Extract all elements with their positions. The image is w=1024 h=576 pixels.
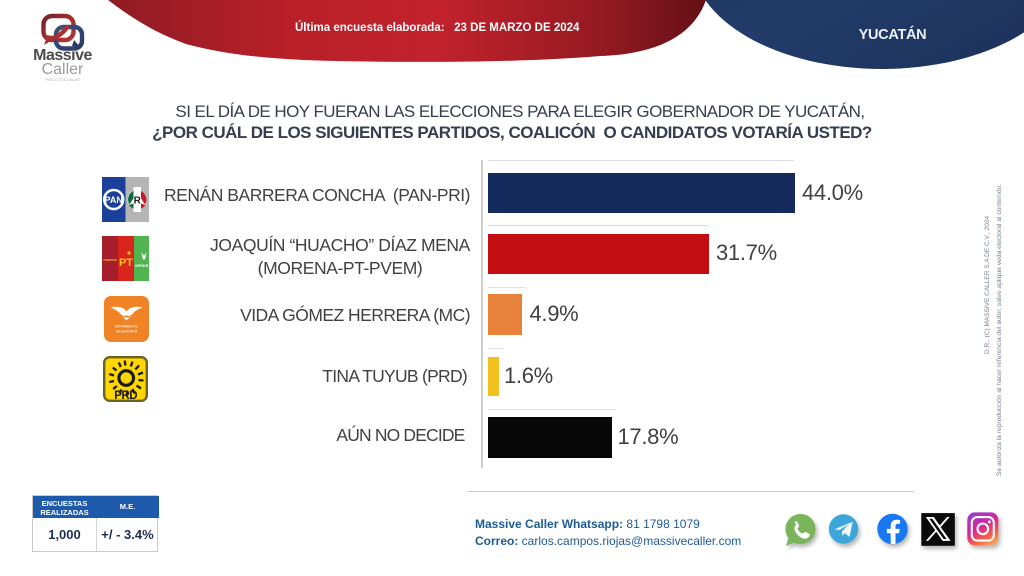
svg-text:PT: PT [119,257,133,269]
svg-text:PRD: PRD [114,390,137,402]
svg-text:MOVIMIENTO: MOVIMIENTO [115,325,138,329]
svg-text:morena: morena [104,258,118,262]
svg-text:CIUDADANO: CIUDADANO [116,330,138,334]
svg-text:VERDE: VERDE [135,263,149,268]
svg-text:PAN: PAN [105,195,123,205]
svg-text:R: R [134,196,142,207]
